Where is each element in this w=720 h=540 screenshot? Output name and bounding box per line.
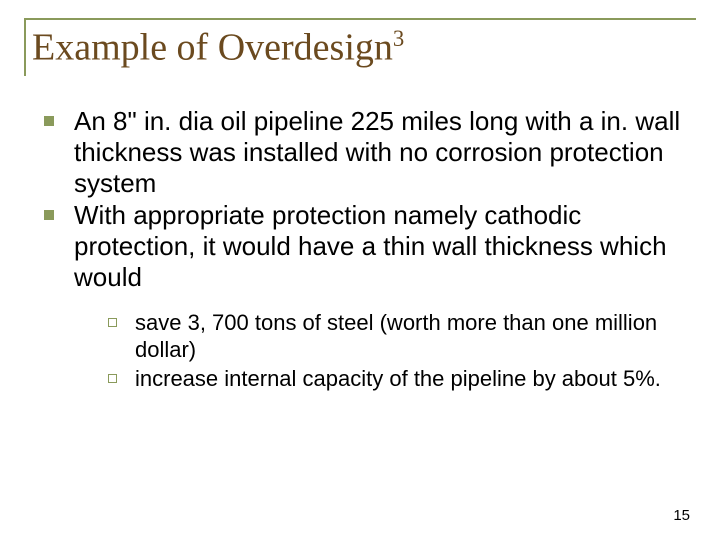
list-item: increase internal capacity of the pipeli…	[108, 366, 686, 393]
hollow-square-bullet-icon	[108, 318, 117, 327]
list-item: save 3, 700 tons of steel (worth more th…	[108, 310, 686, 364]
sub-bullet-text: increase internal capacity of the pipeli…	[135, 366, 661, 393]
content-area: An 8" in. dia oil pipeline 225 miles lon…	[24, 106, 696, 393]
list-item: An 8" in. dia oil pipeline 225 miles lon…	[44, 106, 686, 198]
title-rule-top	[24, 18, 696, 20]
square-bullet-icon	[44, 116, 54, 126]
title-container: Example of Overdesign3	[24, 18, 696, 70]
square-bullet-icon	[44, 210, 54, 220]
page-number: 15	[673, 507, 690, 524]
bullet-text: With appropriate protection namely catho…	[74, 200, 686, 292]
title-rule-left	[24, 18, 26, 76]
slide-title: Example of Overdesign3	[32, 26, 696, 70]
hollow-square-bullet-icon	[108, 374, 117, 383]
list-item: With appropriate protection namely catho…	[44, 200, 686, 292]
sub-bullet-list: save 3, 700 tons of steel (worth more th…	[44, 310, 686, 392]
slide: Example of Overdesign3 An 8" in. dia oil…	[0, 0, 720, 540]
sub-bullet-text: save 3, 700 tons of steel (worth more th…	[135, 310, 686, 364]
bullet-list: An 8" in. dia oil pipeline 225 miles lon…	[44, 106, 686, 292]
bullet-text: An 8" in. dia oil pipeline 225 miles lon…	[74, 106, 686, 198]
